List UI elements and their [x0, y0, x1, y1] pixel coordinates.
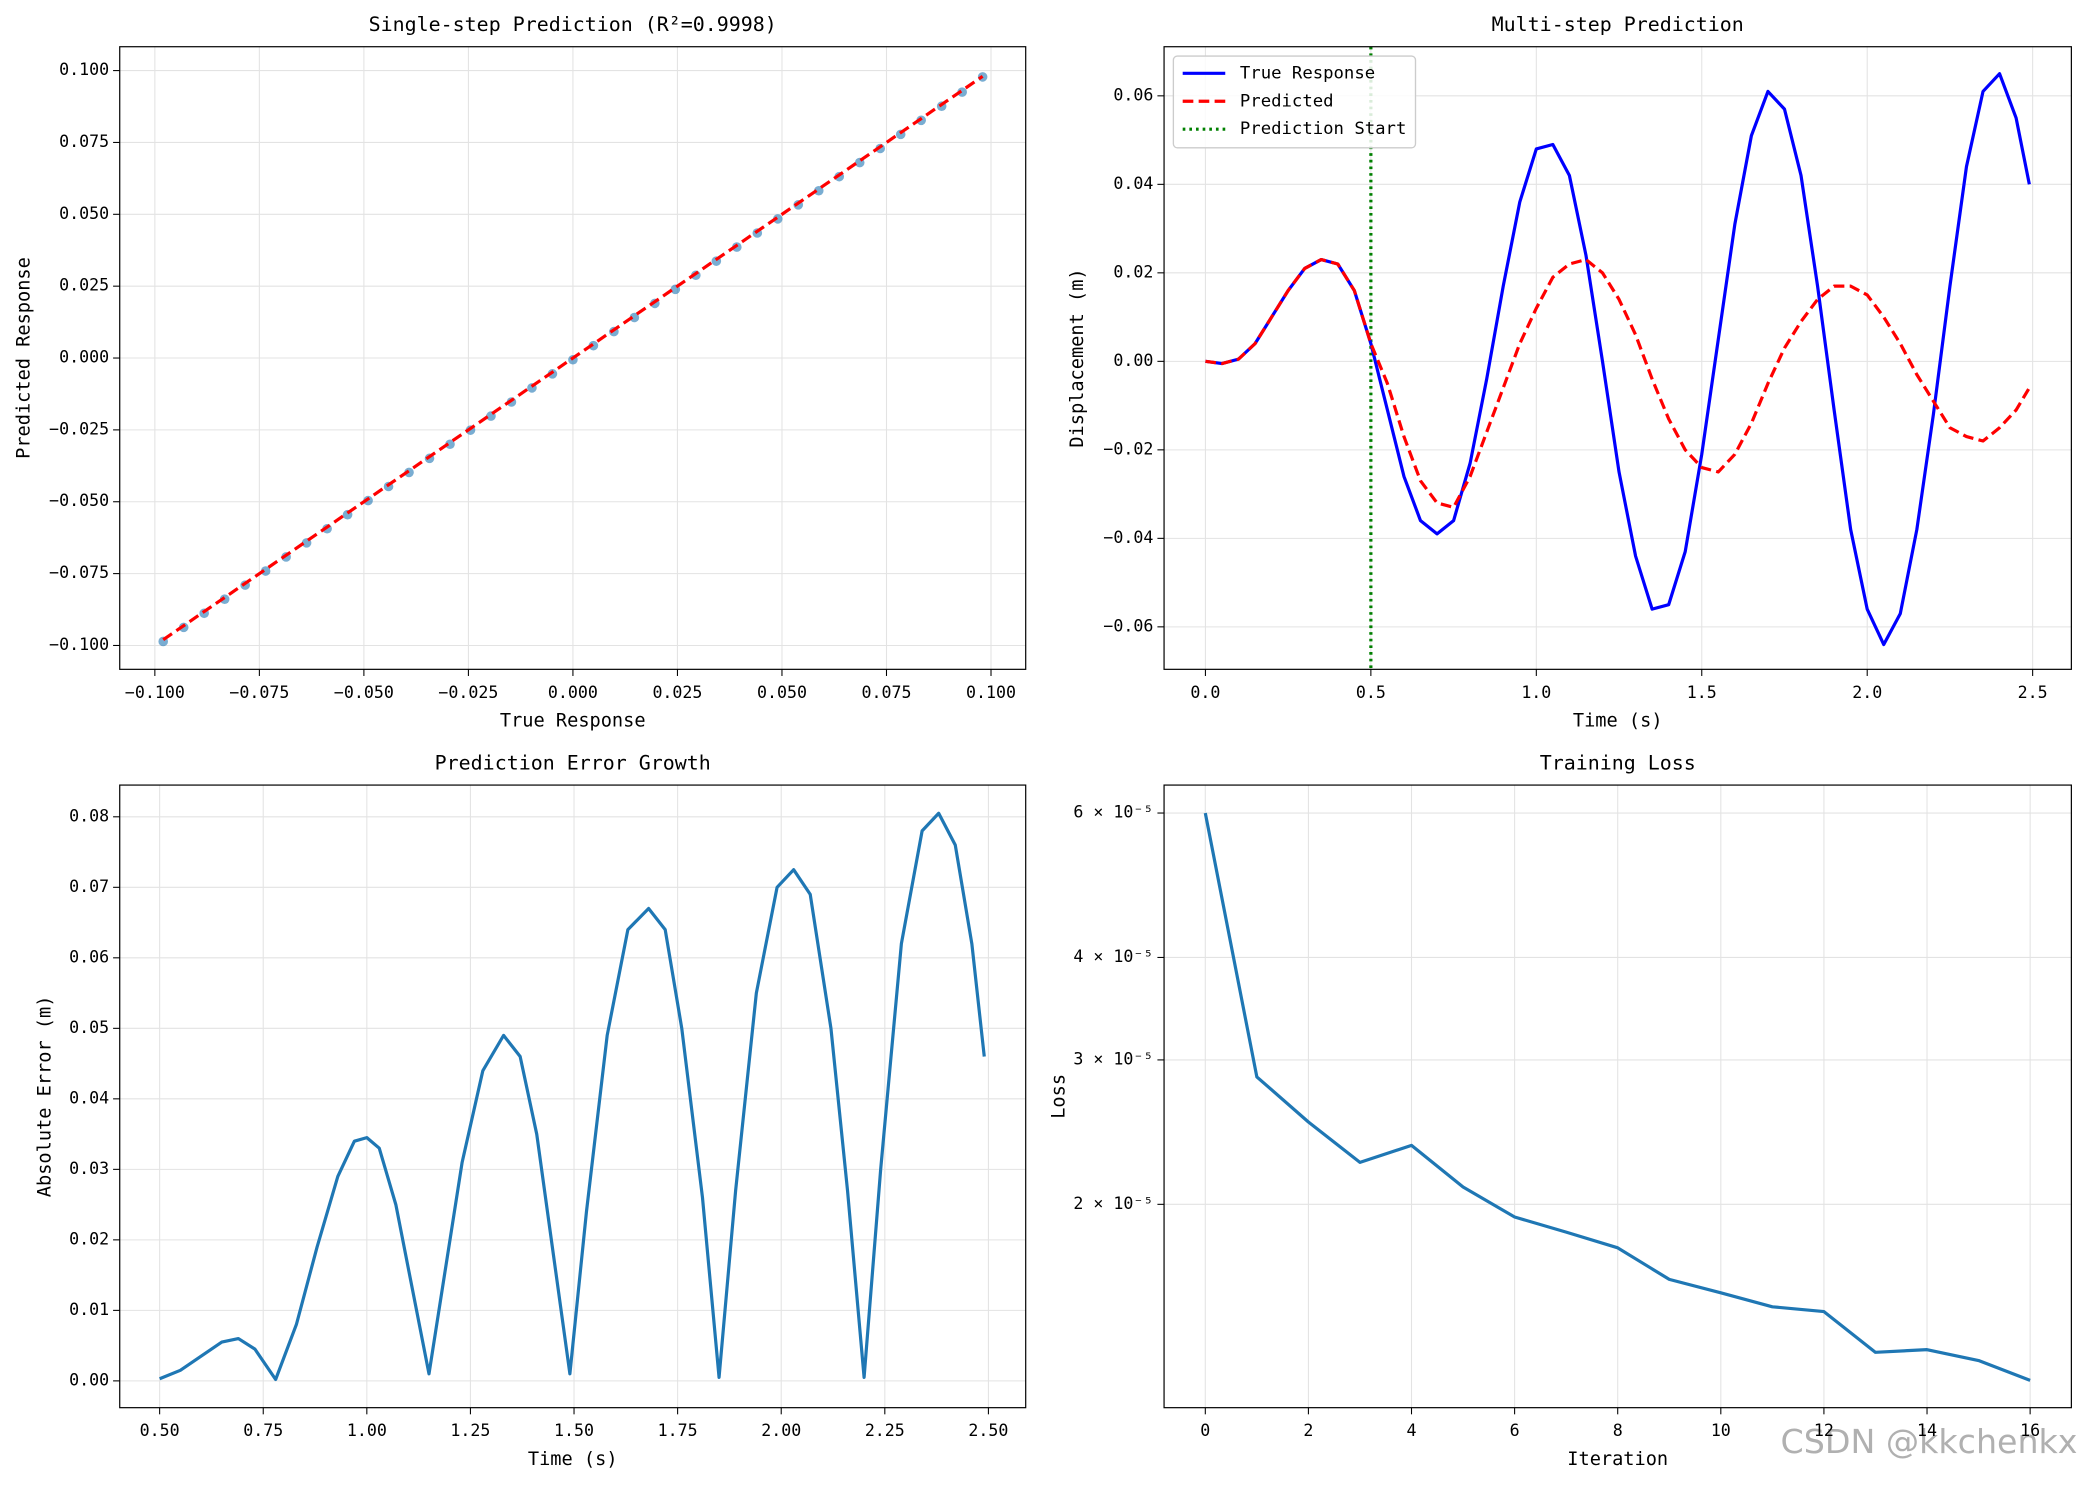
- x-tick-label: 0.0: [1190, 683, 1220, 702]
- chart-title: Training Loss: [1540, 750, 1696, 774]
- y-tick-label: 0.075: [59, 132, 109, 151]
- y-tick-label: 0.05: [69, 1018, 109, 1037]
- y-tick-label: 0.00: [69, 1370, 109, 1389]
- y-tick-label: −0.050: [49, 491, 109, 510]
- x-tick-label: 4: [1407, 1421, 1417, 1440]
- x-tick-label: 0.000: [548, 683, 598, 702]
- y-tick-label: 0.08: [69, 806, 109, 825]
- chart-title: Single-step Prediction (R²=0.9998): [369, 12, 777, 36]
- x-tick-label: 1.5: [1687, 683, 1717, 702]
- x-tick-label: 0.75: [243, 1421, 283, 1440]
- x-tick-label: 1.00: [347, 1421, 387, 1440]
- legend-label: Predicted: [1240, 91, 1334, 111]
- scatter-point: [445, 439, 455, 450]
- x-tick-label: 1.25: [450, 1421, 490, 1440]
- chart-title: Prediction Error Growth: [435, 750, 711, 774]
- y-axis-label: Loss: [1048, 1074, 1069, 1119]
- y-tick-label: −0.100: [49, 635, 109, 654]
- y-tick-label: 0.02: [69, 1229, 109, 1248]
- x-tick-label: 2.50: [968, 1421, 1008, 1440]
- y-tick-label: 0.04: [69, 1088, 109, 1107]
- x-axis-label: Iteration: [1567, 1449, 1668, 1470]
- y-tick-label: 0.02: [1113, 262, 1153, 281]
- y-axis-label: Predicted Response: [13, 257, 34, 459]
- y-tick-label: 0.100: [59, 60, 109, 79]
- y-tick-label: 0.06: [1113, 85, 1153, 104]
- x-tick-label: 0.075: [861, 683, 911, 702]
- y-tick-label: 0.050: [59, 204, 109, 223]
- legend-label: Prediction Start: [1240, 119, 1406, 139]
- panel: Training Loss Iteration Loss 0 2 4 6 8 10 12 14 16 2…: [1048, 750, 2072, 1470]
- x-tick-label: 2.00: [761, 1421, 801, 1440]
- x-tick-label: 2.25: [865, 1421, 905, 1440]
- x-tick-label: 0: [1200, 1421, 1210, 1440]
- line-series: [1205, 257, 2031, 509]
- x-tick-label: −0.075: [229, 683, 289, 702]
- x-tick-label: 2: [1303, 1421, 1313, 1440]
- plot-frame: [1163, 46, 2072, 670]
- y-tick-label: 0.025: [59, 276, 109, 295]
- x-tick-label: 1.75: [658, 1421, 698, 1440]
- y-tick-label: 6 × 10⁻⁵: [1073, 803, 1153, 822]
- y-tick-label: −0.06: [1103, 616, 1153, 635]
- y-tick-label: −0.075: [49, 563, 109, 582]
- legend-box: [1172, 55, 1417, 149]
- y-tick-label: −0.02: [1103, 439, 1153, 458]
- x-tick-label: −0.050: [334, 683, 394, 702]
- y-tick-label: 0.000: [59, 348, 109, 367]
- x-tick-label: 12: [1814, 1421, 1834, 1440]
- scatter-point: [957, 87, 967, 97]
- x-tick-label: 8: [1613, 1421, 1623, 1440]
- x-tick-label: 1.0: [1521, 683, 1551, 702]
- line-series: [159, 811, 986, 1382]
- x-tick-label: 1.50: [554, 1421, 594, 1440]
- x-tick-label: 0.050: [757, 683, 807, 702]
- y-tick-label: −0.025: [49, 419, 109, 438]
- x-tick-label: 14: [1917, 1421, 1937, 1440]
- x-axis-label: Time (s): [528, 1449, 618, 1470]
- y-axis-label: Displacement (m): [1067, 268, 1088, 447]
- y-tick-label: −0.04: [1103, 528, 1153, 547]
- y-tick-label: 0.07: [69, 877, 109, 896]
- x-tick-label: 0.025: [652, 683, 702, 702]
- x-tick-label: 6: [1510, 1421, 1520, 1440]
- x-axis-label: Time (s): [1573, 711, 1663, 732]
- line-series: [1203, 812, 2031, 1382]
- scatter-point: [260, 566, 271, 576]
- x-tick-label: 0.50: [140, 1421, 180, 1440]
- x-tick-label: −0.100: [125, 683, 185, 702]
- scatter-point: [629, 312, 640, 323]
- x-tick-label: 0.5: [1356, 683, 1386, 702]
- x-tick-label: −0.025: [438, 683, 498, 702]
- y-tick-label: 3 × 10⁻⁵: [1073, 1049, 1153, 1068]
- panel: Single-step Prediction (R²=0.9998) True R…: [13, 12, 1027, 732]
- panel: Prediction Error Growth Time (s) Absolute …: [35, 750, 1027, 1470]
- plot-frame: [1163, 784, 2072, 1409]
- chart-title: Multi-step Prediction: [1492, 12, 1744, 36]
- y-tick-label: 0.03: [69, 1159, 109, 1178]
- y-axis-label: Absolute Error (m): [35, 996, 56, 1198]
- panel: Multi-step Prediction Time (s) Displacemen…: [1067, 12, 2072, 732]
- y-tick-label: 4 × 10⁻⁵: [1073, 947, 1153, 966]
- x-tick-label: 2.0: [1852, 683, 1882, 702]
- legend-label: True Response: [1240, 63, 1375, 83]
- plot-frame: [119, 784, 1027, 1409]
- y-tick-label: 0.04: [1113, 174, 1153, 193]
- x-tick-label: 0.100: [966, 683, 1016, 702]
- y-tick-label: 0.06: [69, 947, 109, 966]
- y-tick-label: 0.01: [69, 1300, 109, 1319]
- y-tick-label: 2 × 10⁻⁵: [1073, 1194, 1153, 1213]
- plot-frame: [119, 46, 1027, 670]
- y-tick-label: 0.00: [1113, 351, 1153, 370]
- x-tick-label: 10: [1711, 1421, 1731, 1440]
- x-tick-label: 16: [2020, 1421, 2040, 1440]
- watermark: CSDN @kkchenkx: [1781, 1422, 2078, 1461]
- reference-line: [162, 75, 984, 642]
- scatter-point: [813, 185, 824, 196]
- x-tick-label: 2.5: [2018, 683, 2048, 702]
- x-axis-label: True Response: [500, 711, 646, 732]
